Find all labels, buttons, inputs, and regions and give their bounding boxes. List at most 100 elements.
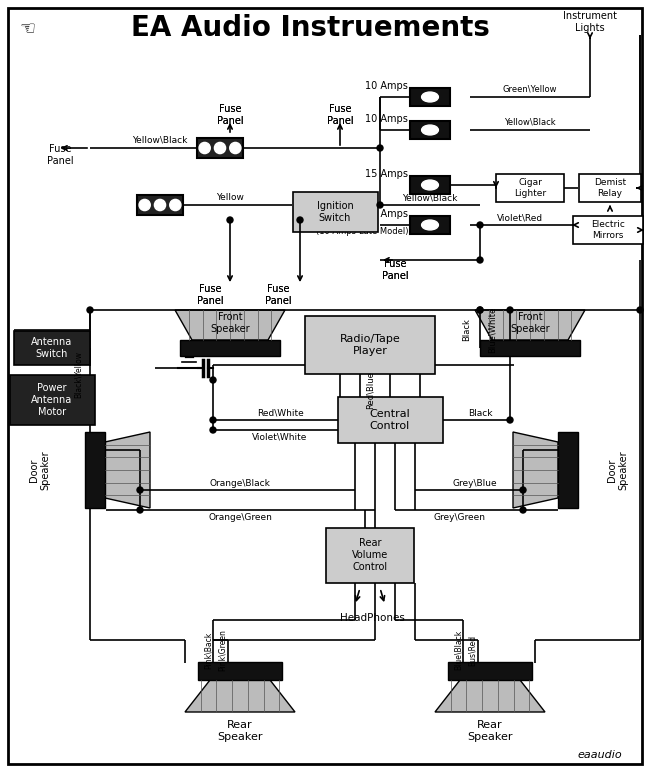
Text: Grey\Green: Grey\Green (434, 513, 486, 522)
Text: Red\White: Red\White (257, 408, 304, 418)
FancyBboxPatch shape (410, 216, 450, 234)
Text: Black: Black (468, 408, 492, 418)
Text: Fuse
Panel: Fuse Panel (265, 284, 291, 306)
Polygon shape (475, 310, 585, 340)
Text: Grey\Blue: Grey\Blue (452, 479, 497, 487)
Text: Black: Black (462, 319, 471, 341)
Polygon shape (105, 432, 150, 508)
Text: 10 Amps: 10 Amps (365, 114, 408, 124)
Circle shape (377, 145, 383, 151)
Text: eaaudio: eaaudio (578, 750, 622, 760)
Text: Fuse
Panel: Fuse Panel (216, 104, 243, 126)
Text: Fuse
Panel: Fuse Panel (216, 104, 243, 126)
Text: Orange\Green: Orange\Green (208, 513, 272, 522)
Polygon shape (175, 310, 285, 340)
Polygon shape (435, 680, 545, 712)
Text: Violet\White: Violet\White (252, 432, 307, 442)
Text: HeadPhones: HeadPhones (339, 613, 404, 623)
Text: Pink\Back: Pink\Back (203, 631, 213, 669)
Text: Fuse
Panel: Fuse Panel (327, 104, 354, 126)
Text: Fuse
Panel: Fuse Panel (382, 259, 408, 281)
FancyBboxPatch shape (198, 662, 282, 680)
Text: Rear
Speaker: Rear Speaker (217, 720, 263, 742)
Text: Bus\Red: Bus\Red (467, 635, 476, 665)
Circle shape (477, 222, 483, 228)
Text: Yellow\Black: Yellow\Black (133, 136, 188, 144)
FancyBboxPatch shape (448, 662, 532, 680)
Text: 20 Amps: 20 Amps (365, 209, 408, 219)
Text: Radio/Tape
Player: Radio/Tape Player (339, 334, 400, 356)
Circle shape (210, 377, 216, 383)
Ellipse shape (422, 92, 438, 102)
FancyBboxPatch shape (496, 174, 564, 202)
Text: Fuse
Panel: Fuse Panel (197, 284, 224, 306)
Circle shape (477, 307, 483, 313)
Polygon shape (185, 680, 295, 712)
Text: Pink\Green: Pink\Green (218, 629, 226, 671)
Circle shape (137, 507, 143, 513)
Text: Violet\Red: Violet\Red (497, 214, 543, 222)
Text: Rear
Speaker: Rear Speaker (467, 720, 513, 742)
Text: Instrument
Lights: Instrument Lights (563, 12, 617, 32)
Circle shape (297, 217, 303, 223)
Circle shape (229, 142, 241, 154)
Text: Door
Speaker: Door Speaker (607, 450, 629, 489)
Circle shape (507, 307, 513, 313)
Circle shape (210, 427, 216, 433)
Circle shape (477, 257, 483, 263)
Circle shape (637, 307, 643, 313)
Text: Demist
Relay: Demist Relay (594, 178, 626, 198)
Text: Black\Yellow: Black\Yellow (73, 351, 83, 398)
FancyBboxPatch shape (410, 121, 450, 139)
Ellipse shape (422, 180, 438, 190)
FancyBboxPatch shape (410, 176, 450, 194)
Text: Blue\White: Blue\White (488, 307, 497, 353)
FancyBboxPatch shape (410, 88, 450, 106)
FancyBboxPatch shape (337, 397, 443, 443)
Text: Front
Speaker: Front Speaker (210, 312, 250, 334)
Circle shape (507, 417, 513, 423)
Text: Green\Yellow: Green\Yellow (502, 84, 557, 93)
FancyBboxPatch shape (579, 174, 641, 202)
FancyBboxPatch shape (573, 216, 643, 244)
Polygon shape (513, 432, 558, 508)
Text: EA Audio Instruements: EA Audio Instruements (131, 14, 489, 42)
Text: Rear
Volume
Control: Rear Volume Control (352, 538, 388, 571)
Ellipse shape (422, 125, 438, 135)
Text: Orange\Black: Orange\Black (209, 479, 270, 487)
Text: Yellow: Yellow (216, 194, 244, 202)
Circle shape (210, 417, 216, 423)
Text: Yellow\Black: Yellow\Black (504, 117, 556, 127)
FancyBboxPatch shape (137, 195, 183, 215)
Text: Yellow\Black: Yellow\Black (402, 194, 458, 202)
Text: Fuse
Panel: Fuse Panel (327, 104, 354, 126)
FancyBboxPatch shape (10, 375, 94, 425)
Text: Blue\Black: Blue\Black (454, 630, 463, 670)
Text: 15 Amps: 15 Amps (365, 169, 408, 179)
Text: Electric
Mirrors: Electric Mirrors (591, 220, 625, 239)
Text: Front
Speaker: Front Speaker (510, 312, 550, 334)
Text: Fuse
Panel: Fuse Panel (265, 284, 291, 306)
Text: Red\Blue: Red\Blue (365, 371, 374, 409)
Text: Fuse
Panel: Fuse Panel (382, 259, 408, 281)
FancyBboxPatch shape (305, 316, 435, 374)
Text: (10 Amps-Late Model): (10 Amps-Late Model) (315, 228, 408, 236)
FancyBboxPatch shape (480, 340, 580, 356)
Ellipse shape (422, 220, 438, 230)
Text: ☜: ☜ (20, 19, 36, 37)
Text: Antenna
Switch: Antenna Switch (31, 337, 73, 359)
FancyBboxPatch shape (85, 432, 105, 508)
Circle shape (520, 507, 526, 513)
Circle shape (520, 487, 526, 493)
Circle shape (477, 307, 483, 313)
Text: Cigar
Lighter: Cigar Lighter (514, 178, 546, 198)
Circle shape (377, 202, 383, 208)
FancyBboxPatch shape (180, 340, 280, 356)
Text: Central
Control: Central Control (370, 409, 410, 431)
FancyBboxPatch shape (326, 527, 414, 583)
Circle shape (139, 199, 150, 211)
Circle shape (214, 142, 226, 154)
Circle shape (170, 199, 181, 211)
Text: Door
Speaker: Door Speaker (29, 450, 51, 489)
Circle shape (87, 307, 93, 313)
